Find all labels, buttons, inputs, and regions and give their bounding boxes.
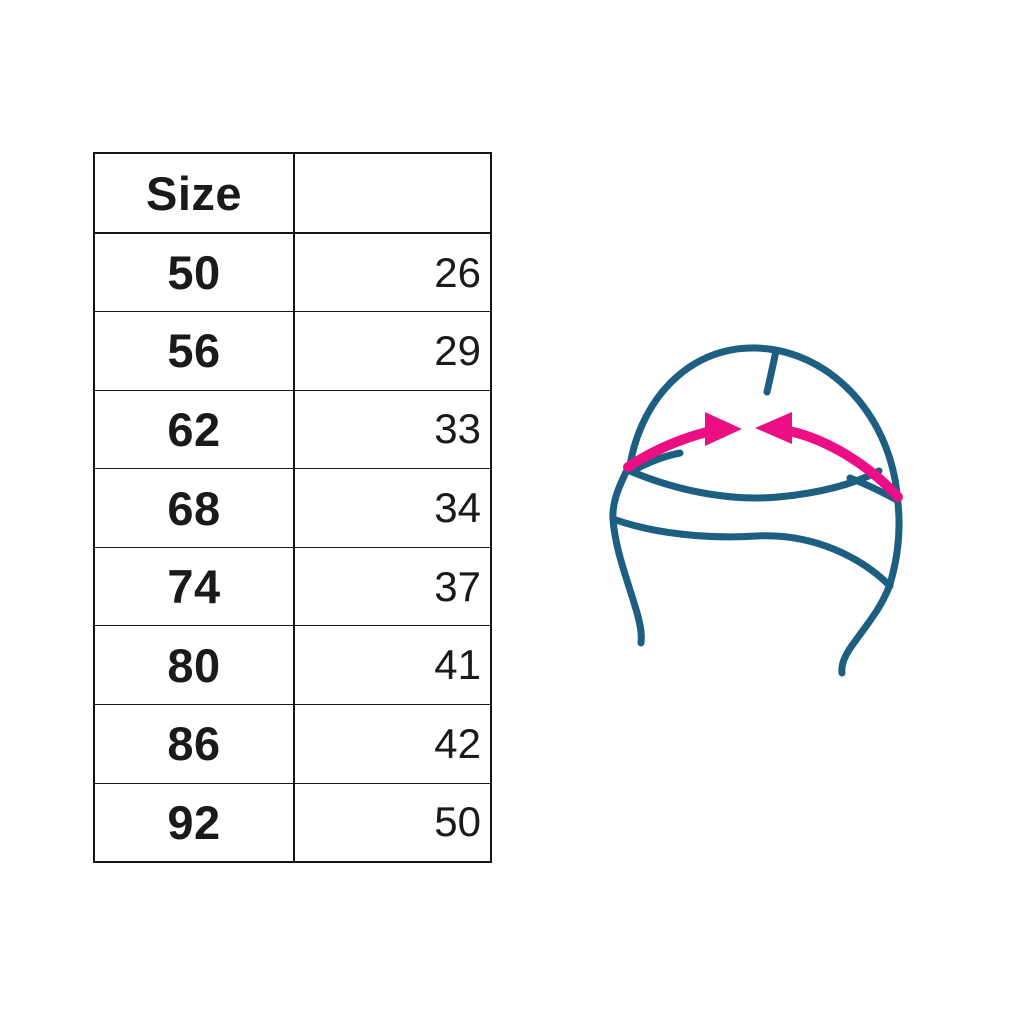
size-cell: 56 — [93, 311, 295, 391]
measurement-cell: 26 — [293, 232, 492, 313]
size-column-header: Size — [93, 152, 295, 234]
hat-brim-bottom-edge — [609, 515, 894, 590]
hat-crown-outline — [626, 344, 901, 497]
table-header-row: Size — [93, 152, 492, 234]
measurement-cell: 33 — [293, 389, 492, 470]
table-row: 92 50 — [93, 782, 492, 863]
hat-brim-accent-left — [630, 449, 684, 474]
arrowhead-left-icon — [755, 412, 792, 444]
size-cell: 50 — [93, 232, 295, 313]
table-row: 74 37 — [93, 546, 492, 627]
measurement-arrow-line-left — [623, 427, 712, 472]
size-chart-table: Size 50 26 56 29 62 33 68 34 74 37 80 41… — [93, 152, 492, 863]
measurement-arrow-line-right — [784, 426, 903, 502]
measurement-cell: 29 — [293, 311, 492, 391]
measurement-column-header — [293, 152, 492, 234]
hat-left-tie-string — [609, 462, 645, 647]
size-cell: 62 — [93, 389, 295, 470]
measurement-cell: 41 — [293, 625, 492, 706]
hat-brim-fold-line — [626, 467, 883, 502]
size-cell: 86 — [93, 704, 295, 784]
table-row: 50 26 — [93, 232, 492, 313]
measurement-cell: 50 — [293, 782, 492, 863]
size-cell: 80 — [93, 625, 295, 706]
table-row: 56 29 — [93, 311, 492, 391]
size-cell: 68 — [93, 468, 295, 548]
measurement-cell: 34 — [293, 468, 492, 548]
size-cell: 74 — [93, 546, 295, 627]
baby-hat-illustration — [602, 333, 914, 688]
measurement-cell: 37 — [293, 546, 492, 627]
size-cell: 92 — [93, 782, 295, 863]
baby-hat-drawing-svg — [609, 344, 903, 677]
table-row: 62 33 — [93, 389, 492, 470]
table-row: 86 42 — [93, 704, 492, 784]
hat-right-tie-string — [838, 491, 903, 677]
hat-crown-seam-line — [763, 347, 780, 396]
table-row: 80 41 — [93, 625, 492, 706]
measurement-cell: 42 — [293, 704, 492, 784]
table-row: 68 34 — [93, 468, 492, 548]
arrowhead-right-icon — [705, 412, 742, 446]
